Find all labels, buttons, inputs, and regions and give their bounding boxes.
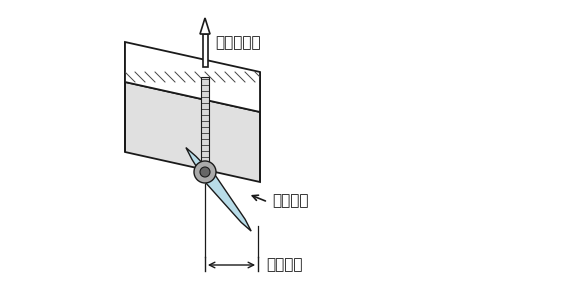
Polygon shape	[125, 82, 260, 182]
Polygon shape	[186, 148, 212, 179]
Polygon shape	[202, 34, 208, 67]
Polygon shape	[201, 77, 209, 177]
Text: 回し半径: 回し半径	[266, 257, 303, 272]
Polygon shape	[125, 42, 260, 112]
Polygon shape	[196, 164, 251, 231]
Circle shape	[200, 167, 210, 177]
Text: 許容荷重: 許容荷重	[272, 194, 308, 208]
Polygon shape	[200, 18, 210, 34]
Text: 許容締付力: 許容締付力	[215, 35, 261, 50]
Circle shape	[194, 161, 216, 183]
